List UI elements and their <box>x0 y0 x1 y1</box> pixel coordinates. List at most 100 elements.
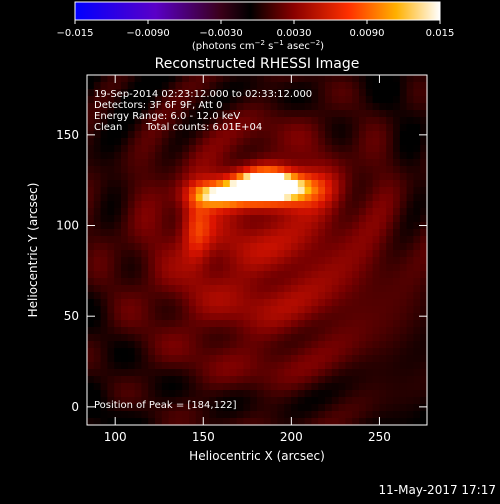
heatmap-cell <box>386 215 394 223</box>
heatmap-cell <box>195 96 204 104</box>
heatmap-cell <box>284 341 292 349</box>
heatmap-cell <box>209 362 217 370</box>
heatmap-cell <box>413 117 421 125</box>
heatmap-cell <box>155 257 163 265</box>
heatmap-cell <box>291 201 299 209</box>
heatmap-cell <box>93 96 102 104</box>
heatmap-cell <box>352 327 360 335</box>
heatmap-cell <box>93 355 102 363</box>
heatmap-cell <box>216 327 224 335</box>
heatmap-cell <box>372 215 380 223</box>
heatmap-cell <box>155 110 163 118</box>
heatmap-cell <box>148 215 156 223</box>
heatmap-cell <box>345 124 353 132</box>
heatmap-cell <box>304 271 312 279</box>
heatmap-cell <box>297 376 306 384</box>
heatmap-cell <box>325 152 333 160</box>
heatmap-cell <box>209 208 217 216</box>
heatmap-cell <box>257 411 265 419</box>
heatmap-cell <box>331 124 340 132</box>
heatmap-cell <box>386 306 394 314</box>
heatmap-cell <box>413 215 421 223</box>
heatmap-cell <box>257 208 265 216</box>
heatmap-cell <box>229 369 238 377</box>
heatmap-cell <box>365 180 374 188</box>
heatmap-cell <box>257 334 265 342</box>
heatmap-cell <box>141 404 149 412</box>
heatmap-cell <box>325 334 333 342</box>
heatmap-cell <box>87 138 95 146</box>
heatmap-cell <box>420 355 428 363</box>
heatmap-cell <box>229 278 238 286</box>
heatmap-cell <box>277 320 285 328</box>
heatmap-cell <box>236 250 244 258</box>
heatmap-cell <box>359 96 367 104</box>
heatmap-cell <box>100 313 108 321</box>
heatmap-cell <box>325 271 333 279</box>
heatmap-cell <box>93 138 102 146</box>
heatmap-cell <box>229 124 238 132</box>
heatmap-cell <box>161 264 170 272</box>
heatmap-cell <box>284 166 292 174</box>
heatmap-cell <box>168 215 176 223</box>
heatmap-cell <box>155 145 163 153</box>
heatmap-cell <box>93 411 102 419</box>
heatmap-cell <box>175 201 183 209</box>
heatmap-cell <box>399 131 408 139</box>
heatmap-cell <box>372 152 380 160</box>
heatmap-cell <box>100 264 108 272</box>
heatmap-cell <box>372 131 380 139</box>
colorbar-tick-label: 0.0030 <box>277 28 312 39</box>
heatmap-cell <box>325 404 333 412</box>
heatmap-cell <box>87 110 95 118</box>
heatmap-cell <box>243 82 251 90</box>
heatmap-cell <box>297 131 306 139</box>
heatmap-cell <box>345 152 353 160</box>
heatmap-cell <box>263 355 272 363</box>
heatmap-cell <box>93 299 102 307</box>
heatmap-cell <box>236 117 244 125</box>
heatmap-cell <box>297 243 306 251</box>
heatmap-cell <box>127 299 136 307</box>
heatmap-cell <box>284 313 292 321</box>
heatmap-cell <box>379 348 387 356</box>
heatmap-cell <box>311 236 319 244</box>
heatmap-cell <box>189 208 197 216</box>
heatmap-cell <box>182 229 190 237</box>
heatmap-cell <box>257 166 265 174</box>
heatmap-cell <box>365 194 374 202</box>
heatmap-cell <box>379 89 387 97</box>
heatmap-cell <box>155 271 163 279</box>
heatmap-cell <box>386 201 394 209</box>
heatmap-cell <box>107 110 115 118</box>
heatmap-cell <box>352 292 360 300</box>
heatmap-cell <box>372 117 380 125</box>
heatmap-cell <box>257 236 265 244</box>
heatmap-cell <box>121 110 129 118</box>
heatmap-cell <box>325 306 333 314</box>
heatmap-cell <box>216 180 224 188</box>
heatmap-cell <box>372 306 380 314</box>
heatmap-cell <box>338 173 346 181</box>
heatmap-cell <box>379 411 387 419</box>
heatmap-cell <box>229 292 238 300</box>
heatmap-cell <box>413 145 421 153</box>
heatmap-cell <box>121 313 129 321</box>
heatmap-cell <box>311 131 319 139</box>
heatmap-cell <box>250 404 258 412</box>
heatmap-cell <box>379 138 387 146</box>
heatmap-cell <box>155 383 163 391</box>
heatmap-cell <box>325 145 333 153</box>
heatmap-cell <box>121 271 129 279</box>
heatmap-cell <box>311 166 319 174</box>
heatmap-cell <box>284 292 292 300</box>
heatmap-cell <box>209 355 217 363</box>
heatmap-cell <box>223 348 231 356</box>
heatmap-cell <box>352 166 360 174</box>
heatmap-cell <box>406 166 414 174</box>
heatmap-cell <box>100 152 108 160</box>
heatmap-cell <box>352 348 360 356</box>
heatmap-cell <box>209 341 217 349</box>
heatmap-cell <box>93 243 102 251</box>
heatmap-cell <box>127 110 136 118</box>
